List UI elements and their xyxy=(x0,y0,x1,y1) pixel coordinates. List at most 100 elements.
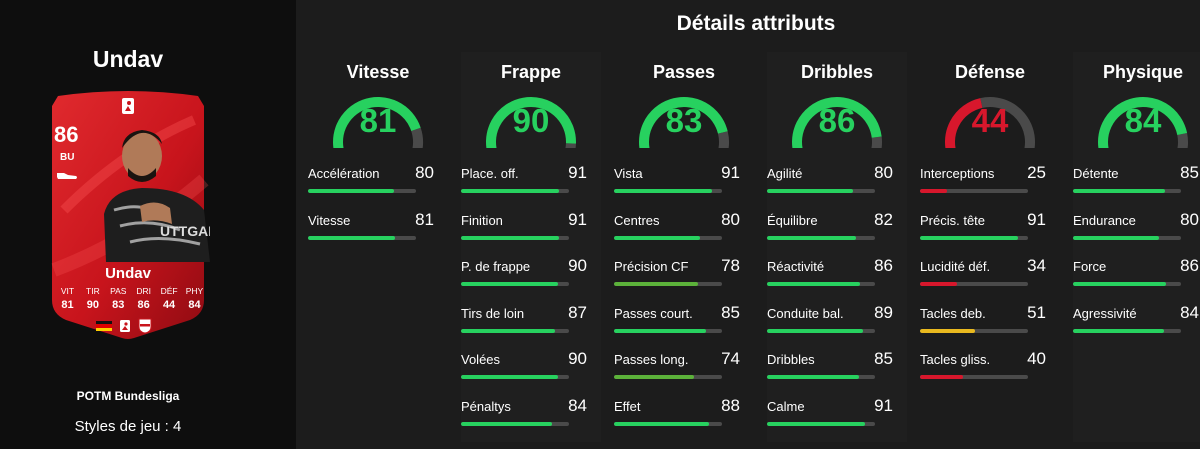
attribute-row: Détente 85 xyxy=(1073,158,1200,205)
gauge-fill xyxy=(639,97,728,148)
attribute-value: 81 xyxy=(415,209,434,229)
attribute-value: 90 xyxy=(568,349,587,368)
card-stat-label: PAS xyxy=(110,286,127,296)
attribute-bar xyxy=(1073,282,1181,286)
attribute-row: Place. off. 91 xyxy=(461,158,601,205)
attribute-name: Place. off. xyxy=(461,166,519,181)
attribute-bar-fill xyxy=(461,375,559,379)
attribute-name: Réactivité xyxy=(767,259,825,274)
attribute-bar xyxy=(1073,328,1181,333)
attribute-value: 88 xyxy=(721,395,740,415)
attribute-bar xyxy=(308,189,416,193)
attribute-bar-fill xyxy=(614,421,710,426)
attribute-row: Équilibre 82 xyxy=(767,205,907,252)
attribute-bar-fill xyxy=(614,282,699,286)
attribute-value: 87 xyxy=(568,302,587,322)
attribute-row: Tacles gliss. 40 xyxy=(920,344,1060,391)
attribute-name: Pénaltys xyxy=(461,398,511,414)
card-stat-label: TIR xyxy=(86,286,100,296)
attribute-name: Tirs de loin xyxy=(461,305,525,321)
attribute-name: Tacles deb. xyxy=(920,305,986,321)
attribute-row: Conduite bal. 89 xyxy=(767,298,907,345)
attribute-value: 91 xyxy=(1027,209,1046,229)
player-panel: Undav 86 BU xyxy=(0,0,296,449)
svg-text:UTTGART: UTTGART xyxy=(160,223,210,239)
column-title: Physique xyxy=(1102,62,1184,82)
attribute-name: Équilibre xyxy=(767,212,818,228)
attribute-row: Endurance 80 xyxy=(1073,205,1200,252)
gauge-track xyxy=(717,131,729,148)
attribute-bar xyxy=(461,328,569,333)
attribute-bar xyxy=(614,282,722,286)
card-stat: TIR 90 xyxy=(81,286,104,311)
attribute-row: Lucidité déf. 34 xyxy=(920,251,1060,298)
attribute-bar-fill xyxy=(1073,189,1165,193)
attribute-bar-fill xyxy=(308,189,395,193)
gauge-track xyxy=(1177,132,1188,148)
attribute-name: Centres xyxy=(614,212,660,228)
card-stat-value: 83 xyxy=(112,299,125,311)
attribute-value: 89 xyxy=(874,302,893,322)
attribute-value: 91 xyxy=(721,163,740,182)
attribute-value: 85 xyxy=(1180,163,1199,182)
card-stat-value: 90 xyxy=(86,299,100,311)
attribute-name: Précision CF xyxy=(614,259,689,274)
attribute-value: 91 xyxy=(874,395,893,415)
card-stat-value: 86 xyxy=(137,299,150,311)
attribute-list: Interceptions 25 Précis. tête 91 Lucidité dé… xyxy=(920,158,1060,391)
attribute-name: Précis. tête xyxy=(920,212,986,228)
attributes-panel: Détails attributs Vitesse 81 Accélération 8… xyxy=(296,0,1200,449)
attribute-value: 85 xyxy=(874,349,893,368)
attribute-bar-fill xyxy=(614,375,694,379)
attribute-value: 25 xyxy=(1027,163,1046,182)
attribute-row: Centres 80 xyxy=(614,205,754,252)
attribute-list: Accélération 80 Vitesse 81 xyxy=(308,158,448,251)
attribute-name: P. de frappe xyxy=(461,259,531,274)
vfb-stuttgart-crest-icon xyxy=(138,318,152,334)
attribute-bar-fill xyxy=(614,189,713,193)
attribute-bar xyxy=(920,282,1028,286)
attribute-bar xyxy=(308,235,416,240)
attribute-list: Agilité 80 Équilibre 82 Réactivité 86 Conduite… xyxy=(767,158,907,437)
attribute-bar-fill xyxy=(920,328,976,333)
attribute-value: 85 xyxy=(721,302,740,322)
overall-gauge: 90 xyxy=(481,92,581,148)
gauge-arc xyxy=(486,97,576,148)
gauge-track xyxy=(565,143,576,148)
attribute-value: 80 xyxy=(874,163,893,182)
attribute-bar xyxy=(767,328,875,333)
attribute-value: 80 xyxy=(721,209,740,229)
overall-gauge: 44 xyxy=(940,92,1040,148)
attribute-name: Détente xyxy=(1073,166,1119,181)
attribute-name: Calme xyxy=(767,398,805,414)
attribute-row: Finition 91 xyxy=(461,205,601,252)
card-badges xyxy=(96,318,152,334)
gauge-arc xyxy=(333,97,423,148)
attribute-value: 80 xyxy=(1180,209,1199,229)
gauge-arc xyxy=(1098,97,1188,148)
attribute-value: 74 xyxy=(721,349,740,368)
attribute-bar xyxy=(767,375,875,379)
attribute-row: Réactivité 86 xyxy=(767,251,907,298)
attribute-row: Force 86 xyxy=(1073,251,1200,298)
attribute-column-dribbles: Dribbles 86 Agilité 80 Équilibre 82 Réactivité… xyxy=(767,52,907,442)
attribute-value: 80 xyxy=(415,163,434,182)
column-title: Vitesse xyxy=(346,62,410,82)
attribute-bar-fill xyxy=(461,282,559,286)
attribute-bar-fill xyxy=(767,421,866,426)
overall-value: 44 xyxy=(971,102,1009,139)
attribute-name: Agilité xyxy=(767,166,803,181)
attribute-bar xyxy=(920,328,1028,333)
player-card[interactable]: 86 BU UTTGART Undav VIT 81 TIR 90 xyxy=(44,90,212,340)
attribute-row: Passes long. 74 xyxy=(614,344,754,391)
attribute-bar-fill xyxy=(1073,282,1166,286)
attribute-value: 91 xyxy=(568,209,587,229)
attribute-bar xyxy=(767,235,875,240)
card-stat-value: 81 xyxy=(61,299,74,311)
playstyles-count[interactable]: Styles de jeu : 4 xyxy=(74,418,182,435)
gauge-arc xyxy=(945,97,1035,148)
attribute-bar-fill xyxy=(1073,328,1164,333)
gauge-track xyxy=(871,136,882,148)
attribute-bar-fill xyxy=(461,421,552,426)
attribute-name: Agressivité xyxy=(1073,305,1137,321)
